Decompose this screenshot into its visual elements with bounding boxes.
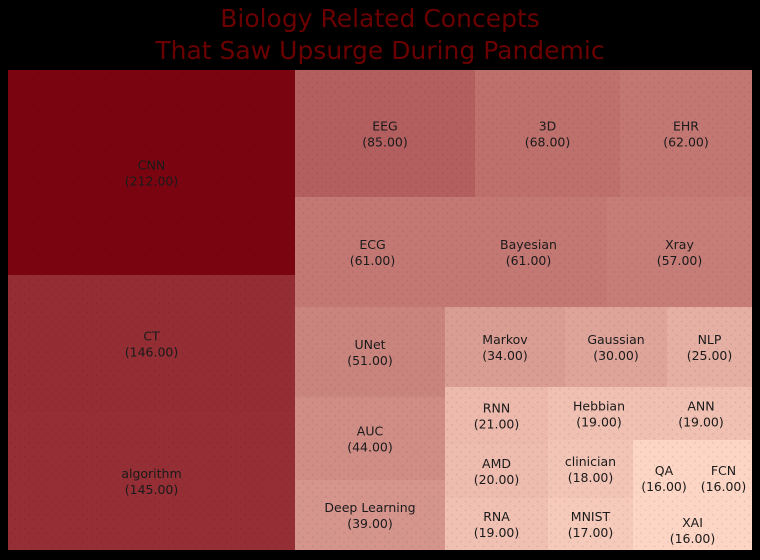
tile-value-hebbian: (19.00) xyxy=(576,415,622,430)
tile-label-deep-learning: Deep Learning xyxy=(324,500,415,515)
tile-value-cnn: (212.00) xyxy=(125,174,179,189)
tile-label-ehr: EHR xyxy=(673,119,699,134)
treemap-tiles xyxy=(8,70,752,550)
tile-texture-ehr xyxy=(620,70,752,197)
tile-texture-auc xyxy=(295,397,445,480)
tile-label-hebbian: Hebbian xyxy=(573,399,625,414)
tile-value-ct: (146.00) xyxy=(125,345,179,360)
tile-texture-ct xyxy=(8,275,295,412)
tile-label-gaussian: Gaussian xyxy=(587,332,644,347)
chart-title: Biology Related Concepts That Saw Upsurg… xyxy=(154,4,604,65)
tile-label-ct: CT xyxy=(143,329,160,344)
tile-texture-hebbian xyxy=(548,387,650,440)
tile-value-eeg: (85.00) xyxy=(362,135,408,150)
tile-value-algorithm: (145.00) xyxy=(125,482,179,497)
tile-value-clinician: (18.00) xyxy=(568,470,614,485)
tile-value-ann: (19.00) xyxy=(678,415,724,430)
tile-value-auc: (44.00) xyxy=(347,440,393,455)
tile-value-qa: (16.00) xyxy=(641,479,687,494)
tile-texture-nlp xyxy=(667,307,752,387)
tile-texture-xray xyxy=(607,197,752,307)
tile-texture-3d xyxy=(475,70,620,197)
tile-label-3d: 3D xyxy=(539,119,557,134)
tile-value-amd: (20.00) xyxy=(474,472,520,487)
tile-texture-gaussian xyxy=(565,307,667,387)
chart-title-line-1: Biology Related Concepts xyxy=(220,4,540,33)
tile-texture-ann xyxy=(650,387,752,440)
tile-value-deep-learning: (39.00) xyxy=(347,516,393,531)
tile-label-clinician: clinician xyxy=(565,454,616,469)
tile-label-mnist: MNIST xyxy=(571,509,611,524)
tile-label-auc: AUC xyxy=(357,424,384,439)
tile-label-xray: Xray xyxy=(665,237,694,252)
tile-texture-rna xyxy=(445,498,548,550)
tile-texture-markov xyxy=(445,307,565,387)
tile-value-rna: (19.00) xyxy=(474,525,520,540)
tile-texture-qa xyxy=(633,440,695,515)
tile-label-bayesian: Bayesian xyxy=(500,237,557,252)
tile-value-bayesian: (61.00) xyxy=(506,253,552,268)
tile-label-qa: QA xyxy=(655,463,674,478)
tile-texture-cnn xyxy=(8,70,295,275)
tile-value-xray: (57.00) xyxy=(657,253,703,268)
tile-texture-fcn xyxy=(695,440,752,515)
treemap-labels: CNN(212.00) CT(146.00) algorithm(145.00) EE… xyxy=(121,119,746,547)
chart-title-line-2: That Saw Upsurge During Pandemic xyxy=(154,36,604,65)
tile-value-rnn: (21.00) xyxy=(474,417,520,432)
tile-value-ehr: (62.00) xyxy=(663,135,709,150)
tile-label-ann: ANN xyxy=(687,399,714,414)
tile-value-3d: (68.00) xyxy=(525,135,571,150)
tile-texture-bayesian xyxy=(450,197,607,307)
tile-texture-algorithm xyxy=(8,412,295,550)
tile-value-gaussian: (30.00) xyxy=(593,348,639,363)
tile-label-unet: UNet xyxy=(354,337,385,352)
tile-value-mnist: (17.00) xyxy=(568,525,614,540)
tile-texture-eeg xyxy=(295,70,475,197)
tile-value-xai: (16.00) xyxy=(670,531,716,546)
tile-label-algorithm: algorithm xyxy=(121,466,181,481)
tile-label-rnn: RNN xyxy=(483,401,510,416)
tile-texture-deep-learning xyxy=(295,480,445,550)
tile-value-nlp: (25.00) xyxy=(687,348,733,363)
tile-texture-clinician xyxy=(548,440,633,498)
tile-value-markov: (34.00) xyxy=(482,348,528,363)
tile-texture-xai xyxy=(633,515,752,550)
tile-texture-amd xyxy=(445,444,548,498)
tile-label-fcn: FCN xyxy=(711,463,736,478)
tile-label-xai: XAI xyxy=(682,515,703,530)
tile-label-eeg: EEG xyxy=(372,119,397,134)
tile-texture-rnn xyxy=(445,387,548,444)
tile-label-nlp: NLP xyxy=(698,332,722,347)
tile-texture-ecg xyxy=(295,197,450,307)
tile-value-ecg: (61.00) xyxy=(350,253,396,268)
tile-texture-mnist xyxy=(548,498,633,550)
tile-texture-unet xyxy=(295,307,445,397)
tile-label-rna: RNA xyxy=(483,509,510,524)
tile-label-ecg: ECG xyxy=(359,237,385,252)
tile-value-unet: (51.00) xyxy=(347,353,393,368)
tile-label-amd: AMD xyxy=(482,456,511,471)
tile-label-markov: Markov xyxy=(482,332,528,347)
tile-label-cnn: CNN xyxy=(138,158,165,173)
tile-value-fcn: (16.00) xyxy=(701,479,747,494)
